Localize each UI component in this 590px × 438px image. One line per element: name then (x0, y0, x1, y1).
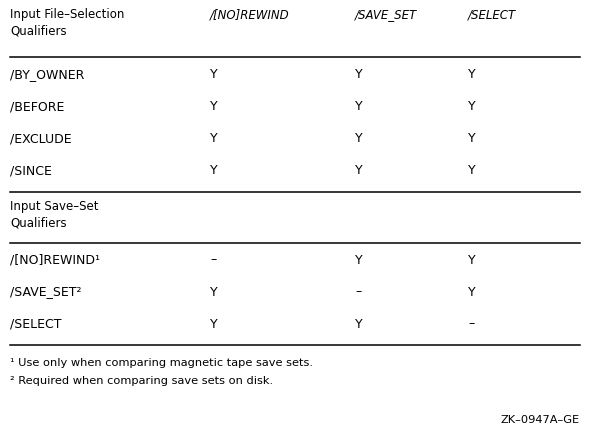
Text: Y: Y (355, 318, 363, 331)
Text: Y: Y (468, 165, 476, 177)
Text: /[NO]REWIND: /[NO]REWIND (210, 8, 290, 21)
Text: Y: Y (210, 100, 218, 113)
Text: ² Required when comparing save sets on disk.: ² Required when comparing save sets on d… (10, 376, 273, 386)
Text: Y: Y (210, 165, 218, 177)
Text: Y: Y (210, 68, 218, 81)
Text: Y: Y (468, 254, 476, 266)
Text: Y: Y (468, 100, 476, 113)
Text: /SELECT: /SELECT (10, 318, 61, 331)
Text: /BY_OWNER: /BY_OWNER (10, 68, 84, 81)
Text: Input Save–Set
Qualifiers: Input Save–Set Qualifiers (10, 200, 99, 229)
Text: Y: Y (355, 165, 363, 177)
Text: Y: Y (355, 100, 363, 113)
Text: –: – (210, 254, 217, 266)
Text: /SELECT: /SELECT (468, 8, 516, 21)
Text: /SAVE_SET: /SAVE_SET (355, 8, 417, 21)
Text: Y: Y (355, 254, 363, 266)
Text: ¹ Use only when comparing magnetic tape save sets.: ¹ Use only when comparing magnetic tape … (10, 358, 313, 368)
Text: /BEFORE: /BEFORE (10, 100, 64, 113)
Text: /EXCLUDE: /EXCLUDE (10, 133, 71, 145)
Text: /SAVE_SET²: /SAVE_SET² (10, 286, 81, 299)
Text: Y: Y (210, 133, 218, 145)
Text: Y: Y (355, 68, 363, 81)
Text: Y: Y (210, 318, 218, 331)
Text: Y: Y (210, 286, 218, 299)
Text: Y: Y (468, 133, 476, 145)
Text: –: – (468, 318, 474, 331)
Text: –: – (355, 286, 361, 299)
Text: Input File–Selection
Qualifiers: Input File–Selection Qualifiers (10, 8, 124, 37)
Text: Y: Y (468, 68, 476, 81)
Text: Y: Y (355, 133, 363, 145)
Text: ZK–0947A–GE: ZK–0947A–GE (501, 415, 580, 425)
Text: Y: Y (468, 286, 476, 299)
Text: /SINCE: /SINCE (10, 165, 52, 177)
Text: /[NO]REWIND¹: /[NO]REWIND¹ (10, 254, 100, 266)
